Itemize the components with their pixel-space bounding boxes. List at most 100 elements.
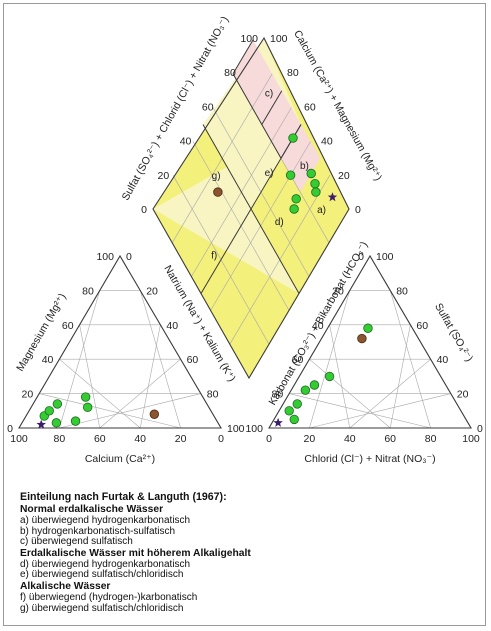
anion-bottom-tick: 100: [462, 433, 480, 445]
anion-left-tick: 60: [292, 354, 304, 366]
cation-bottom-tick: 100: [10, 433, 28, 445]
zone-label-e: e): [265, 168, 274, 179]
legend-item-f: f) überwiegend (hydrogen-)karbonatisch: [20, 591, 198, 603]
diamond-upper-right-tick: 20: [338, 170, 350, 182]
cation-left-tick: 0: [7, 423, 13, 435]
anion-sample-point: [292, 399, 302, 409]
diamond-sample-point: [289, 204, 299, 214]
cation-sample-point: [70, 416, 81, 426]
anion-right-tick: 40: [437, 354, 449, 366]
cation-left-tick: 80: [82, 285, 94, 297]
anion-right-tick: 20: [457, 389, 469, 401]
legend-item-g: g) überwiegend sulfatisch/chloridisch: [20, 602, 184, 614]
cation-sample-point: [44, 406, 55, 416]
cation-right-tick: 80: [207, 389, 219, 401]
cation-right-tick: 0: [126, 251, 132, 263]
anion-grid-line: [389, 290, 431, 429]
anion-sample-point: [284, 406, 294, 416]
cation-right-tick: 20: [146, 285, 158, 297]
cation-grid-line: [39, 393, 181, 429]
cation-grid-line: [139, 324, 161, 429]
diamond-fill-sulfate-band: [233, 40, 321, 193]
cation-bottom-label: Calcium (Ca²⁺): [85, 453, 155, 465]
zone-boundary: [261, 90, 283, 125]
anion-bottom-tick: 40: [344, 433, 356, 445]
legend-heading-alkali: Erdalkalische Wässer mit höherem Alkalig…: [20, 547, 251, 559]
cation-triangle-outline: [18, 254, 222, 429]
cation-right-tick: 100: [227, 423, 245, 435]
cation-sample-point: [149, 409, 160, 419]
cation-sample-point: [52, 399, 63, 409]
anion-right-tick: 80: [396, 285, 408, 297]
diamond-upper-left-tick: 80: [224, 67, 236, 79]
legend-item-c: c) überwiegend sulfatisch: [20, 536, 133, 548]
cation-left-tick: 60: [62, 320, 74, 332]
cation-grid-line: [99, 358, 181, 429]
cation-bottom-tick: 0: [218, 433, 224, 445]
zone-label-b: b): [300, 161, 309, 172]
legend-item-e: e) überwiegend sulfatisch/chloridisch: [20, 569, 184, 581]
diamond-upper-right-tick: 40: [321, 136, 333, 148]
cation-grid-line: [59, 393, 201, 429]
diamond-star-marker: [327, 192, 338, 202]
diamond-sample-point: [306, 168, 316, 179]
diamond-fill-upper-pale: [203, 38, 301, 209]
zone-label-g: g): [212, 171, 221, 182]
zone-boundary: [232, 39, 254, 75]
anion-bottom-label: Chlorid (Cl⁻) + Nitrat (NO₃⁻): [304, 453, 435, 465]
legend-item-d: d) überwiegend hydrogenkarbonatisch: [20, 558, 191, 570]
diamond-upper-left-tick: 60: [202, 101, 214, 113]
anion-left-tick: 80: [272, 389, 284, 401]
outlines: [18, 36, 472, 429]
diamond-sample-point: [285, 170, 296, 180]
diamond-upper-left-tick: 100: [240, 33, 258, 45]
diamond-upper-right-tick: 0: [355, 204, 361, 216]
diamond-upper-left-tick: 40: [180, 136, 192, 148]
diamond-sample-point: [311, 187, 321, 197]
zone-boundary: [232, 73, 282, 159]
anion-right-tick: 100: [376, 251, 394, 263]
anion-grid-line: [309, 358, 391, 429]
anion-right-tick: 60: [416, 320, 428, 332]
diamond-upper-left-tick: 0: [141, 204, 147, 216]
diamond-sample-point: [288, 133, 298, 143]
anion-bottom-tick: 0: [266, 433, 272, 445]
sample-points: [36, 133, 373, 429]
diamond-upper-left-tick: 20: [158, 170, 170, 182]
cation-star-marker: [36, 419, 46, 429]
anion-sample-point: [324, 371, 335, 382]
anion-grid-line: [389, 324, 411, 429]
zone-label-c: c): [265, 88, 273, 99]
diamond-upper-right-tick: 60: [304, 101, 316, 113]
anion-sample-point: [357, 333, 367, 344]
anion-left-tick: 100: [245, 423, 263, 435]
cation-right-tick: 60: [187, 354, 199, 366]
diamond-outline: [152, 36, 350, 380]
anion-left-tick: 40: [312, 320, 324, 332]
cation-left-tick: 20: [22, 389, 34, 401]
diamond-upper-right-tick: 100: [270, 33, 288, 45]
legend-item-a: a) überwiegend hydrogenkarbonatisch: [20, 515, 191, 526]
legend-heading-alkaline: Alkalische Wässer: [20, 580, 111, 592]
diamond-sample-point: [310, 178, 320, 189]
diamond-fill-left-pale: [153, 124, 301, 294]
anion-sample-point: [363, 323, 373, 333]
cation-left-tick: 40: [42, 354, 54, 366]
legend-title: Einteilung nach Furtak & Languth (1967):: [20, 491, 227, 503]
diamond-sample-point: [213, 187, 223, 197]
anion-bottom-tick: 20: [304, 433, 316, 445]
cation-bottom-tick: 80: [54, 433, 66, 445]
anion-grid-line: [289, 393, 431, 429]
zone-label-a: a): [317, 205, 326, 216]
anion-grid-line: [349, 358, 431, 429]
diamond-upper-right-tick: 80: [287, 67, 299, 79]
classification-legend: Einteilung nach Furtak & Languth (1967):…: [20, 491, 480, 614]
zone-boundary: [202, 124, 300, 294]
anion-grid-line: [329, 324, 351, 429]
zone-labels: a) b) c) d) e) f) g): [211, 88, 326, 261]
cation-bottom-tick: 40: [134, 433, 146, 445]
zone-label-d: d): [275, 217, 284, 228]
anion-right-tick: 0: [477, 423, 483, 435]
